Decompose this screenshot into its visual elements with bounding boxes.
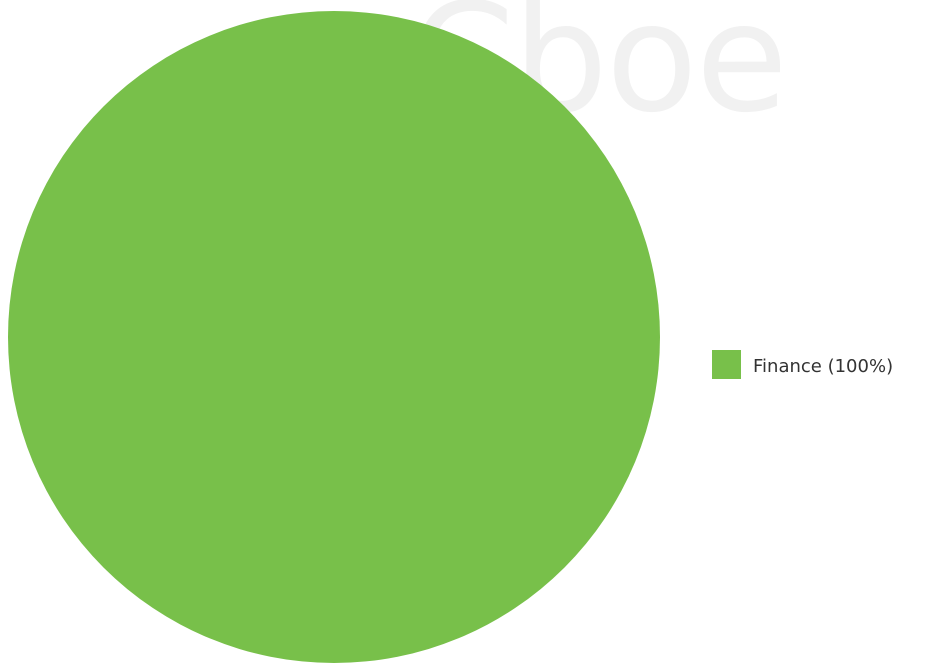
legend-label: Finance (100%) (753, 356, 893, 377)
pie-slices (8, 11, 660, 663)
legend: Finance (100%) (712, 350, 893, 379)
legend-swatch (712, 350, 741, 379)
pie-slice-finance[interactable] (8, 11, 660, 663)
